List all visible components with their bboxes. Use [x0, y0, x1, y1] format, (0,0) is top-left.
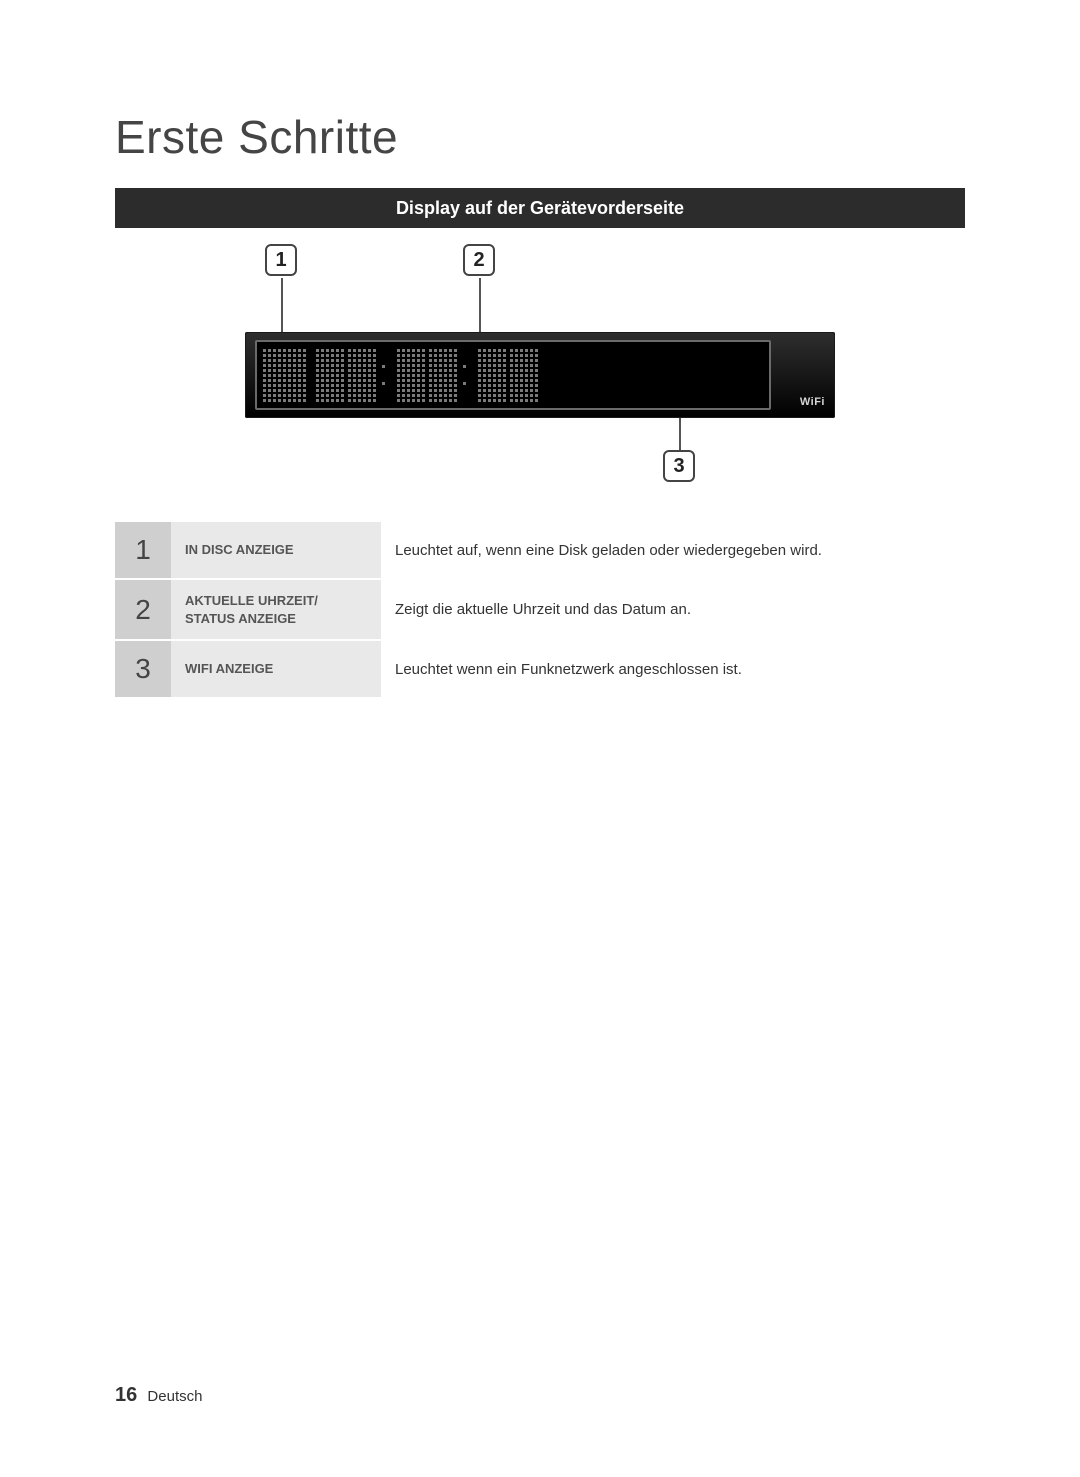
legend-label: AKTUELLE UHRZEIT/STATUS ANZEIGE — [171, 579, 381, 640]
disc-indicator-matrix — [263, 349, 306, 402]
table-row: 3WIFI ANZEIGELeuchtet wenn ein Funknetzw… — [115, 640, 965, 698]
colon-icon — [463, 365, 466, 385]
legend-description: Leuchtet auf, wenn eine Disk geladen ode… — [381, 521, 965, 579]
table-row: 1IN DISC ANZEIGELeuchtet auf, wenn eine … — [115, 521, 965, 579]
legend-number: 1 — [115, 521, 171, 579]
clock-digit — [478, 349, 506, 402]
device-front-panel: WiFi — [245, 332, 835, 418]
page-footer: 16 Deutsch — [115, 1384, 202, 1407]
legend-label: IN DISC ANZEIGE — [171, 521, 381, 579]
callout-box-3: 3 — [663, 450, 695, 482]
callout-label-3: 3 — [673, 455, 684, 478]
colon-icon — [382, 365, 385, 385]
legend-number: 3 — [115, 640, 171, 698]
callout-line-2 — [479, 278, 481, 332]
legend-table: 1IN DISC ANZEIGELeuchtet auf, wenn eine … — [115, 520, 965, 699]
clock-group-3 — [478, 349, 538, 402]
callout-box-1: 1 — [265, 244, 297, 276]
legend-table-wrap: 1IN DISC ANZEIGELeuchtet auf, wenn eine … — [115, 520, 965, 699]
page-language: Deutsch — [147, 1388, 202, 1405]
page-title: Erste Schritte — [115, 110, 965, 164]
section-heading-text: Display auf der Gerätevorderseite — [396, 198, 684, 219]
page-number: 16 — [115, 1384, 137, 1406]
callout-line-1 — [281, 278, 283, 332]
clock-digit — [316, 349, 344, 402]
legend-description: Zeigt die aktuelle Uhrzeit und das Datum… — [381, 579, 965, 640]
table-row: 2AKTUELLE UHRZEIT/STATUS ANZEIGEZeigt di… — [115, 579, 965, 640]
section-heading-bar: Display auf der Gerätevorderseite — [115, 188, 965, 228]
callout-line-3 — [679, 418, 681, 450]
clock-digit — [510, 349, 538, 402]
callout-box-2: 2 — [463, 244, 495, 276]
legend-description: Leuchtet wenn ein Funknetzwerk angeschlo… — [381, 640, 965, 698]
callout-label-1: 1 — [275, 249, 286, 272]
front-display-diagram: 1 2 3 — [115, 232, 965, 502]
clock-digit — [397, 349, 425, 402]
legend-label: WIFI ANZEIGE — [171, 640, 381, 698]
clock-group-2 — [397, 349, 468, 402]
clock-digit — [429, 349, 457, 402]
lcd-frame — [255, 340, 771, 410]
clock-digit — [348, 349, 376, 402]
wifi-indicator-label: WiFi — [800, 396, 825, 408]
clock-group-1 — [316, 349, 387, 402]
callout-label-2: 2 — [473, 249, 484, 272]
legend-number: 2 — [115, 579, 171, 640]
